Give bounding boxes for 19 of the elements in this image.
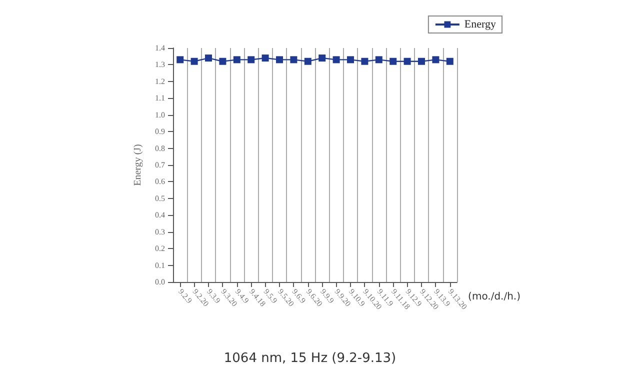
y-tick-label: 1.1 — [155, 94, 165, 103]
y-tick-label: 0.6 — [155, 177, 165, 186]
y-tick-label: 0.9 — [155, 127, 165, 136]
y-tick-label: 0.1 — [155, 260, 165, 270]
y-tick-label: 0.5 — [155, 194, 165, 203]
legend-label: Energy — [464, 18, 496, 30]
y-tick-label: 0.3 — [155, 227, 165, 236]
y-tick-label: 1.3 — [155, 60, 165, 70]
y-tick-label: 1.4 — [155, 44, 165, 52]
y-tick-label: 0.8 — [155, 144, 165, 153]
y-tick-label: 0.7 — [155, 160, 165, 170]
x-axis-title: (mo./d./h.) — [468, 292, 521, 302]
text: 1064 nm, 15 Hz (9.2-9.13) — [224, 351, 396, 366]
y-tick-label: 1.0 — [155, 110, 165, 120]
y-tick-label: 0.2 — [155, 244, 165, 254]
y-tick-label: 1.2 — [155, 76, 165, 86]
y-tick-label: 0.0 — [155, 278, 165, 286]
y-tick-label: 0.4 — [155, 210, 165, 220]
y-axis-title: Energy (J) — [132, 144, 144, 186]
